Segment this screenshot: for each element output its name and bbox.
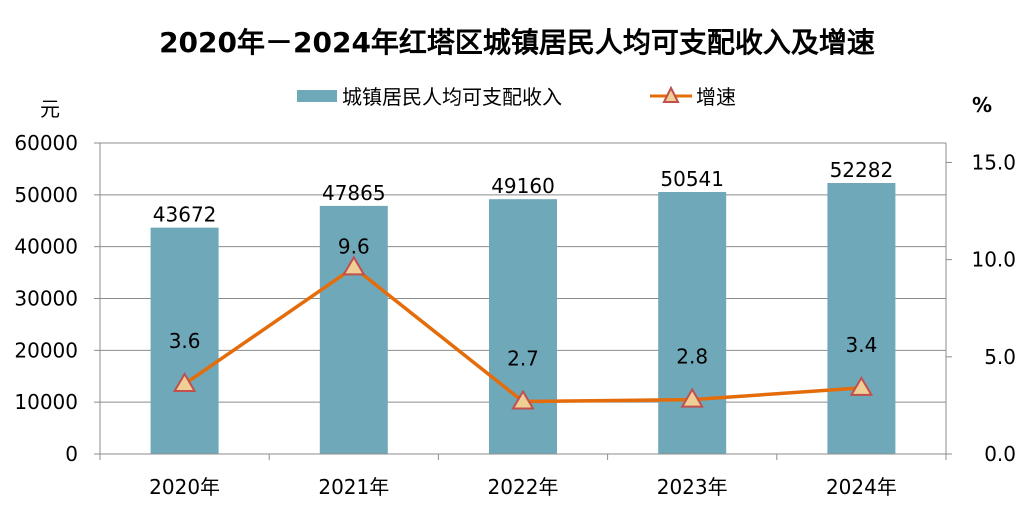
legend: 城镇居民人均可支配收入 增速 bbox=[297, 85, 736, 109]
x-tick-label: 2024年 bbox=[826, 475, 897, 499]
line-data-label: 3.4 bbox=[845, 333, 877, 357]
x-tick-label: 2023年 bbox=[657, 475, 728, 499]
bar bbox=[827, 183, 896, 455]
y-left-tick-label: 50000 bbox=[14, 183, 78, 207]
y-right-tick-label: 15.0 bbox=[971, 150, 1016, 174]
line-data-label: 2.7 bbox=[507, 347, 539, 371]
legend-label-line: 增速 bbox=[696, 85, 736, 109]
line-marker-triangle bbox=[849, 375, 874, 396]
bar-data-label: 43672 bbox=[153, 203, 217, 227]
legend-swatch-bar bbox=[297, 90, 337, 102]
line-marker-triangle bbox=[511, 389, 535, 410]
bar bbox=[150, 227, 219, 454]
line-data-label: 9.6 bbox=[338, 234, 370, 258]
y-left-tick-label: 0 bbox=[65, 442, 78, 466]
x-tick-label: 2022年 bbox=[488, 475, 559, 499]
x-tick-label: 2020年 bbox=[149, 475, 220, 499]
line-marker-triangle bbox=[680, 387, 704, 408]
y-right-tick-label: 10.0 bbox=[971, 248, 1016, 272]
bar-data-label: 47865 bbox=[322, 181, 386, 205]
x-tick-label: 2021年 bbox=[318, 475, 389, 499]
bar bbox=[489, 199, 557, 454]
bar-data-label: 52282 bbox=[830, 158, 894, 182]
bar bbox=[319, 205, 388, 454]
line-marker-triangle bbox=[172, 372, 197, 393]
chart-title: 2020年－2024年红塔区城镇居民人均可支配收入及增速 bbox=[159, 26, 875, 59]
line-marker-triangle bbox=[342, 255, 366, 276]
legend-marker-triangle bbox=[662, 85, 680, 103]
y-left-tick-label: 20000 bbox=[14, 338, 78, 362]
line-data-label: 2.8 bbox=[676, 345, 708, 369]
y-left-tick-label: 60000 bbox=[14, 131, 78, 155]
y-right-tick-label: 0.0 bbox=[984, 442, 1016, 466]
y-right-axis-label: % bbox=[972, 93, 992, 117]
y-left-tick-label: 40000 bbox=[14, 235, 78, 259]
y-left-tick-label: 30000 bbox=[14, 287, 78, 311]
y-left-tick-label: 10000 bbox=[14, 390, 78, 414]
bar bbox=[658, 192, 727, 454]
legend-label-bar: 城镇居民人均可支配收入 bbox=[342, 85, 562, 109]
bar-data-label: 49160 bbox=[491, 174, 555, 198]
bar-data-label: 50541 bbox=[660, 167, 724, 191]
line-data-label: 3.6 bbox=[169, 329, 201, 353]
y-left-axis-label: 元 bbox=[40, 97, 60, 121]
y-right-tick-label: 5.0 bbox=[984, 345, 1016, 369]
